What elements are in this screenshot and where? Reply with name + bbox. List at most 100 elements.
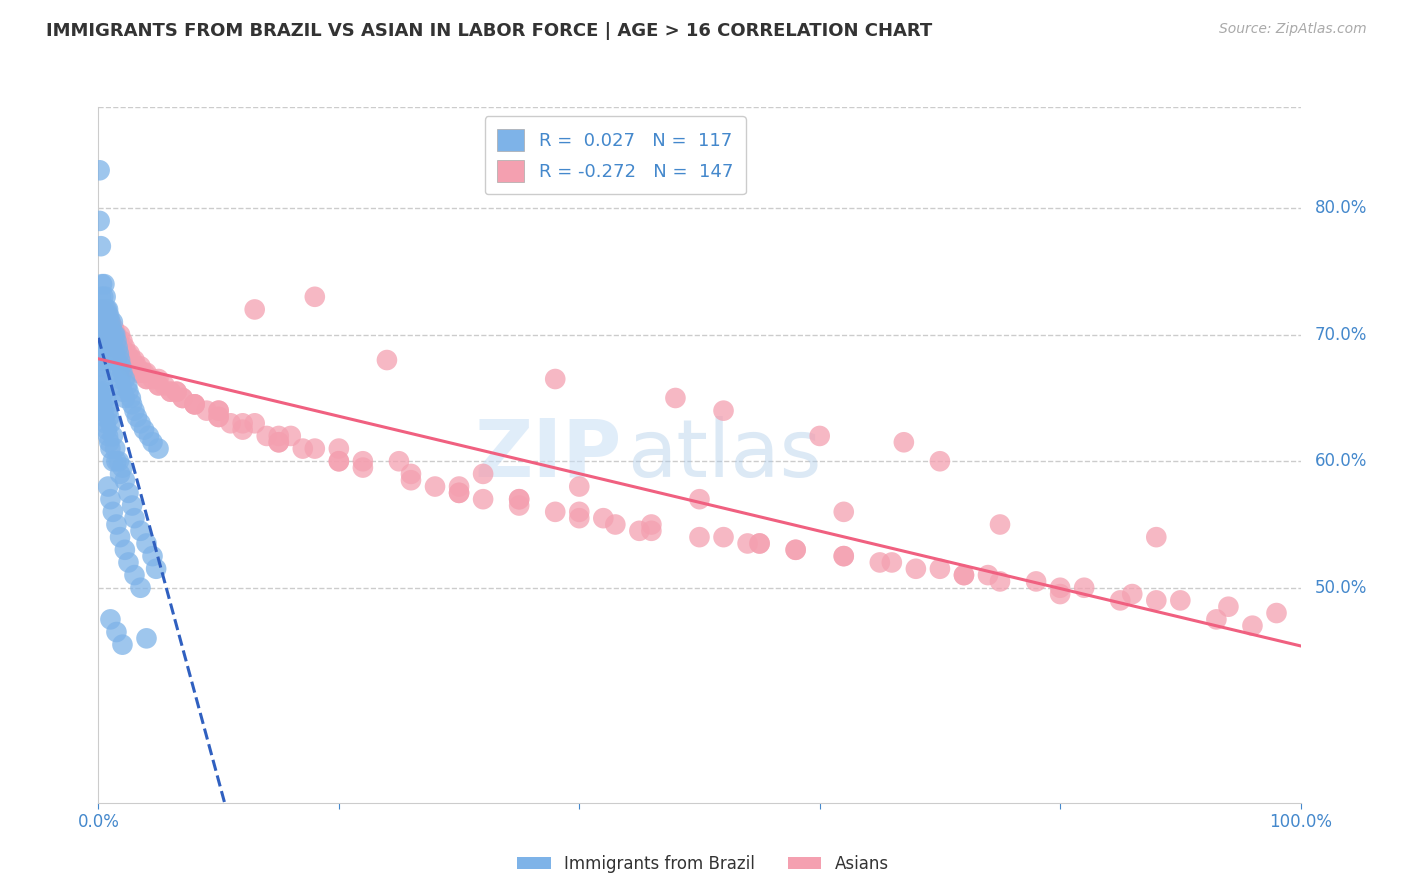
Point <box>90 366 112 380</box>
Point <box>96 315 118 329</box>
Point <box>100 612 122 626</box>
Point <box>118 347 141 361</box>
Point <box>91 302 114 317</box>
Point <box>135 372 157 386</box>
Point <box>893 435 915 450</box>
Point <box>107 359 129 374</box>
Point <box>100 321 122 335</box>
Point <box>832 549 855 563</box>
Point <box>447 486 470 500</box>
Point <box>1265 606 1288 620</box>
Point <box>605 517 627 532</box>
Point <box>121 353 143 368</box>
Text: 60.0%: 60.0% <box>1315 452 1368 470</box>
Point <box>111 347 134 361</box>
Point <box>101 353 124 368</box>
Point <box>100 321 122 335</box>
Legend: R =  0.027   N =  117, R = -0.272   N =  147: R = 0.027 N = 117, R = -0.272 N = 147 <box>485 116 747 194</box>
Point <box>388 454 411 468</box>
Point <box>94 417 117 431</box>
Point <box>120 391 142 405</box>
Point <box>640 524 662 538</box>
Point <box>108 454 131 468</box>
Point <box>183 397 205 411</box>
Point <box>121 397 143 411</box>
Text: IMMIGRANTS FROM BRAZIL VS ASIAN IN LABOR FORCE | AGE > 16 CORRELATION CHART: IMMIGRANTS FROM BRAZIL VS ASIAN IN LABOR… <box>46 22 932 40</box>
Point <box>91 372 114 386</box>
Point <box>89 353 111 368</box>
Point <box>105 334 128 348</box>
Point <box>98 327 121 342</box>
Point <box>100 334 122 348</box>
Point <box>118 359 141 374</box>
Point <box>108 347 131 361</box>
Point <box>93 315 115 329</box>
Point <box>104 347 127 361</box>
Point <box>111 366 134 380</box>
Point <box>91 290 114 304</box>
Point <box>91 353 114 368</box>
Point <box>90 290 112 304</box>
Point <box>108 347 131 361</box>
Point <box>129 359 152 374</box>
Point <box>96 321 118 335</box>
Point <box>328 454 350 468</box>
Point <box>748 536 770 550</box>
Point <box>89 359 111 374</box>
Point <box>544 372 567 386</box>
Point <box>1170 593 1192 607</box>
Text: 50.0%: 50.0% <box>1315 579 1368 597</box>
Point <box>121 499 143 513</box>
Point <box>508 499 530 513</box>
Point <box>423 479 446 493</box>
Point <box>90 340 112 354</box>
Point <box>129 524 152 538</box>
Point <box>101 334 124 348</box>
Point <box>135 366 157 380</box>
Point <box>104 327 127 342</box>
Point <box>568 511 591 525</box>
Point <box>1073 581 1095 595</box>
Point <box>135 372 157 386</box>
Point <box>352 460 374 475</box>
Point <box>111 334 134 348</box>
Point <box>93 409 115 424</box>
Point <box>1241 618 1264 632</box>
Point <box>153 378 176 392</box>
Text: Source: ZipAtlas.com: Source: ZipAtlas.com <box>1219 22 1367 37</box>
Point <box>103 321 125 335</box>
Point <box>159 384 181 399</box>
Point <box>148 372 170 386</box>
Point <box>628 524 651 538</box>
Point <box>104 327 127 342</box>
Point <box>107 340 129 354</box>
Point <box>508 492 530 507</box>
Legend: Immigrants from Brazil, Asians: Immigrants from Brazil, Asians <box>510 848 896 880</box>
Point <box>105 625 128 640</box>
Point <box>1144 530 1167 544</box>
Point <box>304 442 326 456</box>
Point <box>97 340 120 354</box>
Point <box>172 391 194 405</box>
Point <box>108 340 131 354</box>
Point <box>110 340 132 354</box>
Text: 80.0%: 80.0% <box>1315 199 1368 218</box>
Point <box>148 442 170 456</box>
Point <box>172 391 194 405</box>
Point <box>90 239 112 253</box>
Point <box>105 353 128 368</box>
Point <box>243 302 266 317</box>
Point <box>1049 587 1071 601</box>
Point <box>132 423 155 437</box>
Point <box>117 384 139 399</box>
Point <box>280 429 302 443</box>
Point <box>988 574 1011 589</box>
Point <box>267 429 290 443</box>
Point <box>93 302 115 317</box>
Point <box>1121 587 1143 601</box>
Point <box>94 391 117 405</box>
Point <box>97 315 120 329</box>
Point <box>183 397 205 411</box>
Point <box>96 302 118 317</box>
Point <box>664 391 686 405</box>
